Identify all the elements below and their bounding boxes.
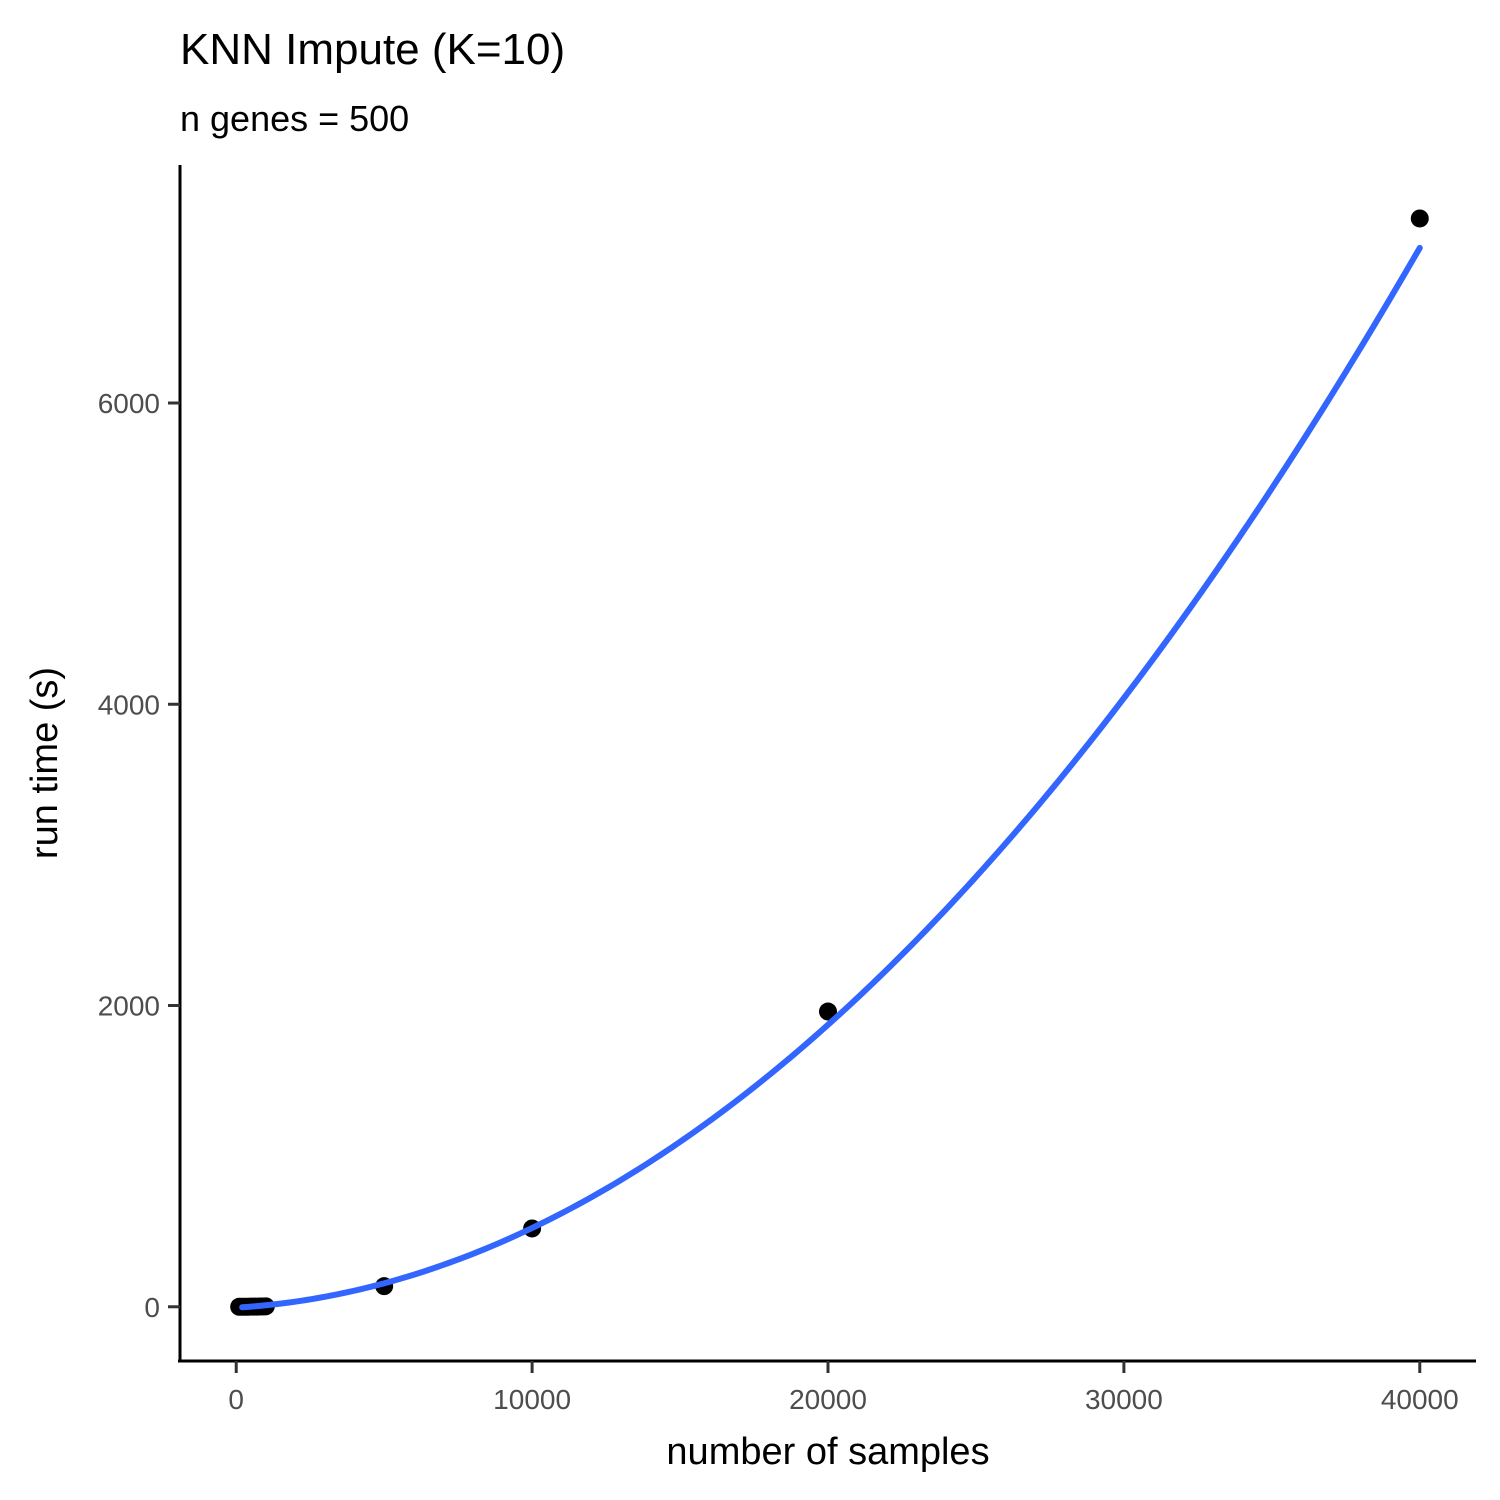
data-point (1410, 209, 1429, 228)
y-tick-label: 6000 (98, 388, 160, 419)
x-tick-label: 20000 (789, 1384, 867, 1415)
x-ticks: 0 10000 20000 30000 40000 (228, 1361, 1459, 1415)
x-tick-label: 30000 (1085, 1384, 1163, 1415)
y-tick-label: 2000 (98, 991, 160, 1022)
x-tick-label: 40000 (1381, 1384, 1459, 1415)
x-axis-title: number of samples (666, 1431, 989, 1473)
data-point (819, 1002, 837, 1021)
chart-subtitle: n genes = 500 (180, 98, 409, 139)
y-tick-label: 4000 (98, 689, 160, 720)
y-axis-title: run time (s) (24, 667, 66, 859)
data-points (230, 209, 1429, 1316)
trend-line (239, 244, 1423, 1311)
chart-title: KNN Impute (K=10) (180, 25, 565, 74)
y-tick-label: 0 (144, 1292, 160, 1323)
y-ticks: 0 2000 4000 6000 (98, 388, 180, 1323)
x-tick-label: 0 (228, 1384, 244, 1415)
x-tick-label: 10000 (493, 1384, 571, 1415)
